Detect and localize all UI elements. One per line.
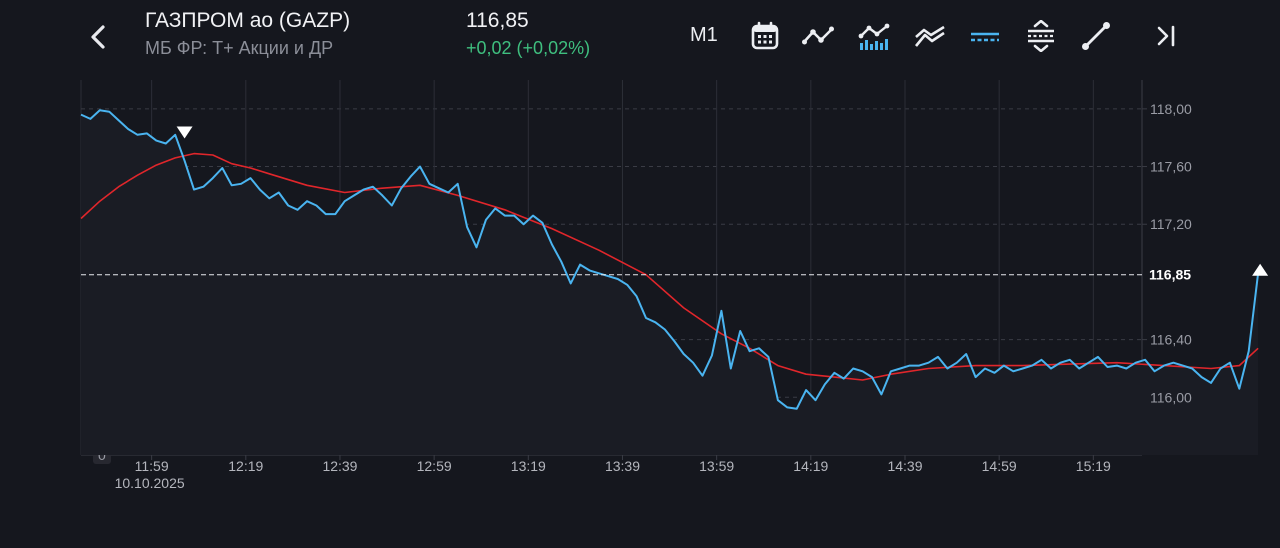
- calendar-button[interactable]: [749, 20, 781, 52]
- x-tick-label: 14:39: [887, 458, 922, 474]
- date-label: 10.10.2025: [115, 475, 185, 491]
- jump-to-end-icon: [1157, 25, 1175, 47]
- level-lines-icon: [971, 32, 999, 42]
- y-tick-label: 117,20: [1150, 216, 1192, 232]
- x-tick-label: 15:19: [1076, 458, 1111, 474]
- volume-chart-button[interactable]: [858, 20, 890, 52]
- y-tick-label: 116,40: [1150, 332, 1192, 348]
- jump-to-end-button[interactable]: [1150, 20, 1182, 52]
- timeframe-selector[interactable]: M1: [690, 24, 718, 46]
- sell-marker-icon: [176, 126, 193, 139]
- y-tick-label: 116,00: [1150, 389, 1192, 405]
- y-tick-label: 118,00: [1150, 101, 1192, 117]
- chart-header: ГАЗПРОМ ао (GAZP) МБ ФР: Т+ Акции и ДР 1…: [0, 0, 1280, 75]
- drawing-tool-icon: [1082, 22, 1110, 50]
- x-tick-label: 14:59: [982, 458, 1017, 474]
- line-chart-icon: [802, 26, 834, 45]
- line-chart-button[interactable]: [802, 20, 834, 52]
- price-area-fill: [81, 110, 1259, 456]
- expand-vertical-button[interactable]: [1025, 19, 1057, 53]
- chevron-left-icon: [91, 25, 105, 49]
- back-button[interactable]: [86, 20, 112, 54]
- price-change: +0,02 (+0,02%): [466, 38, 591, 58]
- drawing-tool-button[interactable]: [1080, 20, 1112, 52]
- instrument-title: ГАЗПРОМ ао (GAZP): [145, 9, 351, 32]
- level-lines-button[interactable]: [969, 20, 1001, 52]
- instrument-subtitle: МБ ФР: Т+ Акции и ДР: [145, 38, 334, 58]
- current-price-label: 116,85: [1149, 267, 1191, 283]
- y-tick-label: 117,60: [1150, 159, 1192, 175]
- moving-average-line: [80, 152, 1259, 381]
- indicators-button[interactable]: [914, 20, 946, 52]
- price-chart[interactable]: 70 00060 00050 00040 00030 00020 00010 0…: [0, 75, 1280, 548]
- volume-chart-icon: [858, 23, 890, 50]
- x-tick-label: 11:59: [135, 458, 169, 474]
- x-tick-label: 12:39: [322, 458, 357, 474]
- calendar-icon: [751, 21, 779, 50]
- price-line: [80, 109, 1260, 410]
- expand-vertical-icon: [1028, 19, 1054, 53]
- x-tick-label: 12:19: [228, 458, 263, 474]
- x-tick-label: 13:59: [699, 458, 734, 474]
- x-tick-label: 14:19: [793, 458, 828, 474]
- x-tick-label: 12:59: [417, 458, 452, 474]
- buy-marker-icon: [1252, 263, 1269, 276]
- last-price: 116,85: [466, 9, 529, 32]
- indicators-icon: [914, 25, 945, 47]
- x-tick-label: 13:39: [605, 458, 640, 474]
- x-tick-label: 13:19: [511, 458, 546, 474]
